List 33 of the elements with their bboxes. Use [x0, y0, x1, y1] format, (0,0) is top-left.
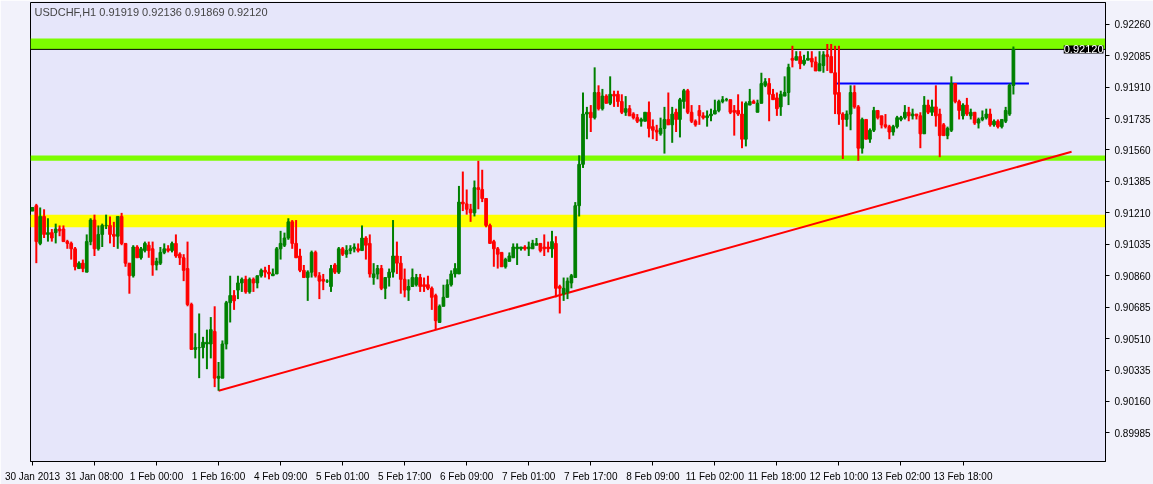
y-tick-label: 0.92085	[1114, 50, 1152, 62]
x-tick-label: 7 Feb 01:00	[502, 470, 556, 482]
x-tick-label: 12 Feb 10:00	[809, 470, 869, 482]
y-tick-label: 0.90685	[1114, 302, 1152, 314]
y-tick-label: 0.90335	[1114, 365, 1152, 377]
chart-title: USDCHF,H1 0.91919 0.92136 0.91869 0.92120	[34, 5, 268, 18]
x-tick-label: 5 Feb 17:00	[377, 470, 432, 482]
y-tick-label: 0.90510	[1114, 333, 1152, 345]
y-tick-label: 0.90860	[1114, 270, 1152, 282]
x-tick-label: 11 Feb 18:00	[747, 470, 807, 482]
ref-line-label: 0.92120	[1063, 43, 1104, 56]
y-tick-label: 0.91560	[1114, 144, 1152, 156]
y-tick-label: 0.90160	[1114, 396, 1152, 408]
candlestick	[499, 251, 504, 268]
x-tick-label: 30 Jan 2013	[4, 470, 61, 482]
y-tick-label: 0.91210	[1114, 207, 1152, 219]
x-tick-label: 1 Feb 00:00	[129, 470, 184, 482]
x-tick-label: 7 Feb 17:00	[564, 470, 618, 482]
x-tick-label: 5 Feb 01:00	[315, 470, 370, 482]
y-tick-label: 0.91910	[1114, 82, 1152, 94]
y-tick-label: 0.89985	[1114, 427, 1152, 439]
x-tick-label: 13 Feb 02:00	[871, 470, 931, 482]
x-tick-label: 4 Feb 09:00	[253, 470, 308, 482]
y-tick-label: 0.91385	[1114, 176, 1152, 188]
x-tick-label: 31 Jan 08:00	[65, 470, 124, 482]
y-tick-label: 0.92260	[1114, 19, 1152, 31]
x-tick-label: 13 Feb 18:00	[933, 470, 993, 482]
y-tick-label: 0.91735	[1114, 113, 1152, 125]
y-tick-label: 0.91035	[1114, 239, 1152, 251]
x-tick-label: 6 Feb 09:00	[440, 470, 494, 482]
x-tick-label: 1 Feb 16:00	[191, 470, 246, 482]
x-tick-label: 8 Feb 09:00	[626, 470, 680, 482]
x-tick-label: 11 Feb 02:00	[685, 470, 745, 482]
